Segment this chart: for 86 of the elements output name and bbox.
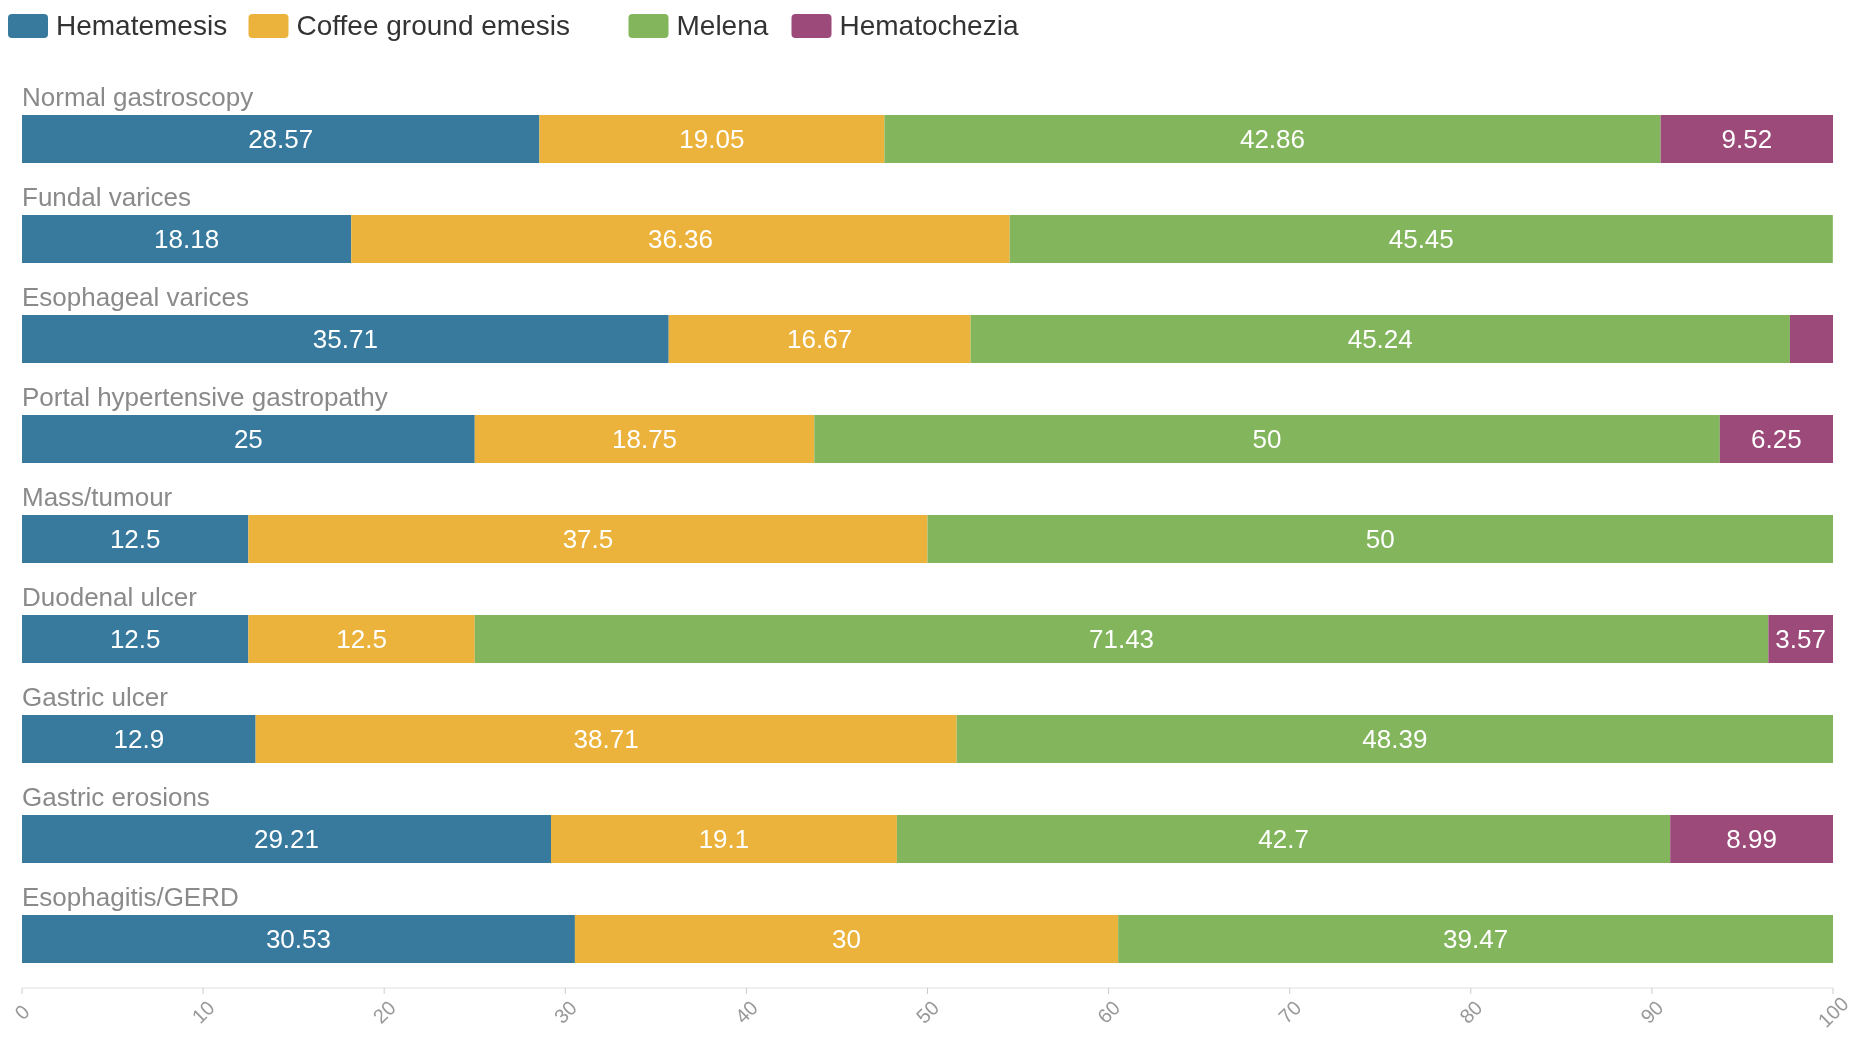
bar bbox=[1009, 215, 1833, 263]
data-label: 29.21 bbox=[253, 824, 320, 854]
bar bbox=[970, 315, 1790, 363]
x-tick-label: 10 bbox=[187, 996, 219, 1028]
data-label: 45.24 bbox=[1347, 324, 1413, 354]
data-label: 18.18 bbox=[154, 224, 220, 254]
x-tick-label: 30 bbox=[549, 996, 581, 1028]
bar bbox=[1670, 815, 1833, 863]
data-label: 71.43 bbox=[1089, 624, 1155, 654]
data-label: 8.99 bbox=[1726, 824, 1777, 854]
bar bbox=[22, 515, 249, 563]
x-tick-label: 0 bbox=[10, 1000, 34, 1024]
y-tick-label: Gastric erosions bbox=[22, 782, 210, 812]
x-tick-label: 100 bbox=[1813, 992, 1853, 1032]
data-label: 45.45 bbox=[1388, 224, 1454, 254]
x-tick-label: 60 bbox=[1092, 996, 1125, 1028]
legend-label: Hematemesis bbox=[56, 10, 228, 41]
data-label: 12.5 bbox=[336, 624, 387, 654]
data-label: 48.39 bbox=[1362, 724, 1428, 754]
data-label: 30 bbox=[832, 924, 862, 954]
bar bbox=[574, 915, 1119, 963]
bar bbox=[22, 815, 551, 863]
bar bbox=[22, 715, 256, 763]
bar bbox=[22, 115, 540, 163]
data-label: 16.67 bbox=[787, 324, 853, 354]
bar bbox=[22, 215, 352, 263]
x-tick-label: 40 bbox=[730, 996, 763, 1028]
data-label: 3.57 bbox=[1775, 624, 1826, 654]
bar bbox=[668, 315, 971, 363]
bar bbox=[255, 715, 957, 763]
bar bbox=[884, 115, 1661, 163]
data-label: 36.36 bbox=[647, 224, 714, 254]
legend-label: Coffee ground emesis bbox=[296, 10, 570, 41]
x-tick-label: 80 bbox=[1455, 996, 1487, 1028]
data-label: 42.86 bbox=[1239, 124, 1306, 154]
bar bbox=[22, 615, 249, 663]
data-label: 18.75 bbox=[611, 424, 678, 454]
data-label: 35.71 bbox=[312, 324, 378, 354]
y-tick-label: Normal gastroscopy bbox=[22, 82, 254, 112]
y-tick-label: Gastric ulcer bbox=[22, 682, 169, 712]
bar bbox=[22, 415, 475, 463]
data-label: 38.71 bbox=[573, 724, 639, 754]
data-label: 42.7 bbox=[1258, 824, 1309, 854]
bar bbox=[22, 915, 575, 963]
data-label: 50 bbox=[1365, 524, 1395, 554]
data-label: 12.5 bbox=[109, 524, 161, 554]
x-tick-label: 90 bbox=[1636, 996, 1668, 1028]
y-tick-label: Portal hypertensive gastropathy bbox=[22, 382, 388, 412]
bar bbox=[896, 815, 1671, 863]
y-tick-label: Duodenal ulcer bbox=[22, 582, 198, 612]
data-label: 37.5 bbox=[562, 524, 614, 554]
bar bbox=[1118, 915, 1833, 963]
bar bbox=[248, 615, 475, 663]
data-label: 50 bbox=[1252, 424, 1282, 454]
legend-label: Melena bbox=[676, 10, 769, 41]
bar bbox=[1660, 115, 1833, 163]
bar bbox=[1719, 415, 1833, 463]
bar bbox=[22, 315, 669, 363]
data-label: 19.1 bbox=[698, 824, 750, 854]
x-tick-label: 20 bbox=[368, 996, 400, 1028]
data-label: 28.57 bbox=[248, 124, 314, 154]
data-label: 12.9 bbox=[113, 724, 165, 754]
x-tick-label: 50 bbox=[911, 996, 944, 1028]
data-label: 12.5 bbox=[109, 624, 161, 654]
data-label: 9.52 bbox=[1721, 124, 1773, 154]
bar bbox=[1789, 315, 1833, 363]
y-tick-label: Mass/tumour bbox=[22, 482, 173, 512]
y-tick-label: Fundal varices bbox=[22, 182, 192, 212]
y-tick-label: Esophagitis/GERD bbox=[22, 882, 239, 912]
bar bbox=[956, 715, 1833, 763]
data-label: 19.05 bbox=[679, 124, 745, 154]
y-tick-label: Esophageal varices bbox=[22, 282, 249, 312]
bar bbox=[927, 515, 1833, 563]
x-tick-label: 70 bbox=[1274, 996, 1306, 1028]
bar bbox=[248, 515, 928, 563]
bar bbox=[474, 615, 1769, 663]
bar bbox=[351, 215, 1010, 263]
data-label: 6.25 bbox=[1751, 424, 1802, 454]
data-label: 39.47 bbox=[1443, 924, 1509, 954]
data-label: 30.53 bbox=[265, 924, 331, 954]
bar bbox=[474, 415, 815, 463]
bar bbox=[539, 115, 885, 163]
bar bbox=[814, 415, 1720, 463]
legend-label: Hematochezia bbox=[839, 10, 1019, 41]
bar bbox=[550, 815, 897, 863]
data-label: 25 bbox=[233, 424, 263, 454]
